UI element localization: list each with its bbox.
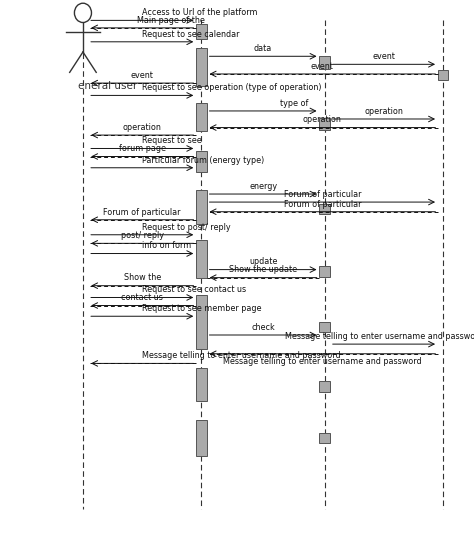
Text: Request to see contact us: Request to see contact us [142,285,246,294]
Bar [438,70,448,80]
Bar [196,190,207,224]
Bar [196,103,207,131]
Text: Forum of particular: Forum of particular [103,207,181,217]
Text: event: event [131,71,154,80]
Text: operation: operation [303,115,342,124]
Text: Message telling to enter username and password: Message telling to enter username and pa… [284,332,474,341]
Text: Message telling to enter username and password: Message telling to enter username and pa… [142,351,341,360]
Text: Request to post/ reply: Request to post/ reply [142,222,231,232]
Text: Forum of particular: Forum of particular [283,190,361,199]
Text: Request to see operation (type of operation): Request to see operation (type of operat… [142,83,322,92]
Bar [319,266,330,277]
Bar [319,204,330,214]
Bar [196,151,207,172]
Bar [319,56,330,69]
Text: forum page: forum page [118,144,166,153]
Text: Access to Url of the platform: Access to Url of the platform [142,8,258,17]
Text: Message telling to enter username and password: Message telling to enter username and pa… [223,357,422,366]
Text: Request to see: Request to see [142,136,202,145]
Text: operation: operation [123,123,162,132]
Text: Main page of the: Main page of the [137,16,205,25]
Text: data: data [254,44,272,53]
Text: event: event [373,52,395,61]
Text: Request to see calendar: Request to see calendar [142,29,240,39]
Bar [319,118,330,130]
Bar [196,240,207,278]
Bar [196,48,207,86]
Text: Forum of particular: Forum of particular [283,199,361,209]
Text: event: event [311,62,334,71]
Bar [196,420,207,456]
Text: Request to see member page: Request to see member page [142,304,262,313]
Text: post/ reply: post/ reply [121,231,164,240]
Text: Particular forum (energy type): Particular forum (energy type) [142,155,264,165]
Text: contact us: contact us [121,293,163,302]
Bar [196,295,207,349]
Text: check: check [251,323,275,332]
Text: eneral user: eneral user [78,81,137,92]
Bar [196,24,207,39]
Bar [319,433,330,443]
Text: Show the: Show the [124,273,161,282]
Text: info on form: info on form [142,241,191,250]
Text: energy: energy [249,182,277,191]
Text: update: update [249,257,277,266]
Bar [319,322,330,332]
Bar [319,381,330,392]
Bar [196,368,207,401]
Text: type of: type of [280,99,308,108]
Text: Show the update: Show the update [229,265,297,274]
Text: operation: operation [365,107,403,116]
